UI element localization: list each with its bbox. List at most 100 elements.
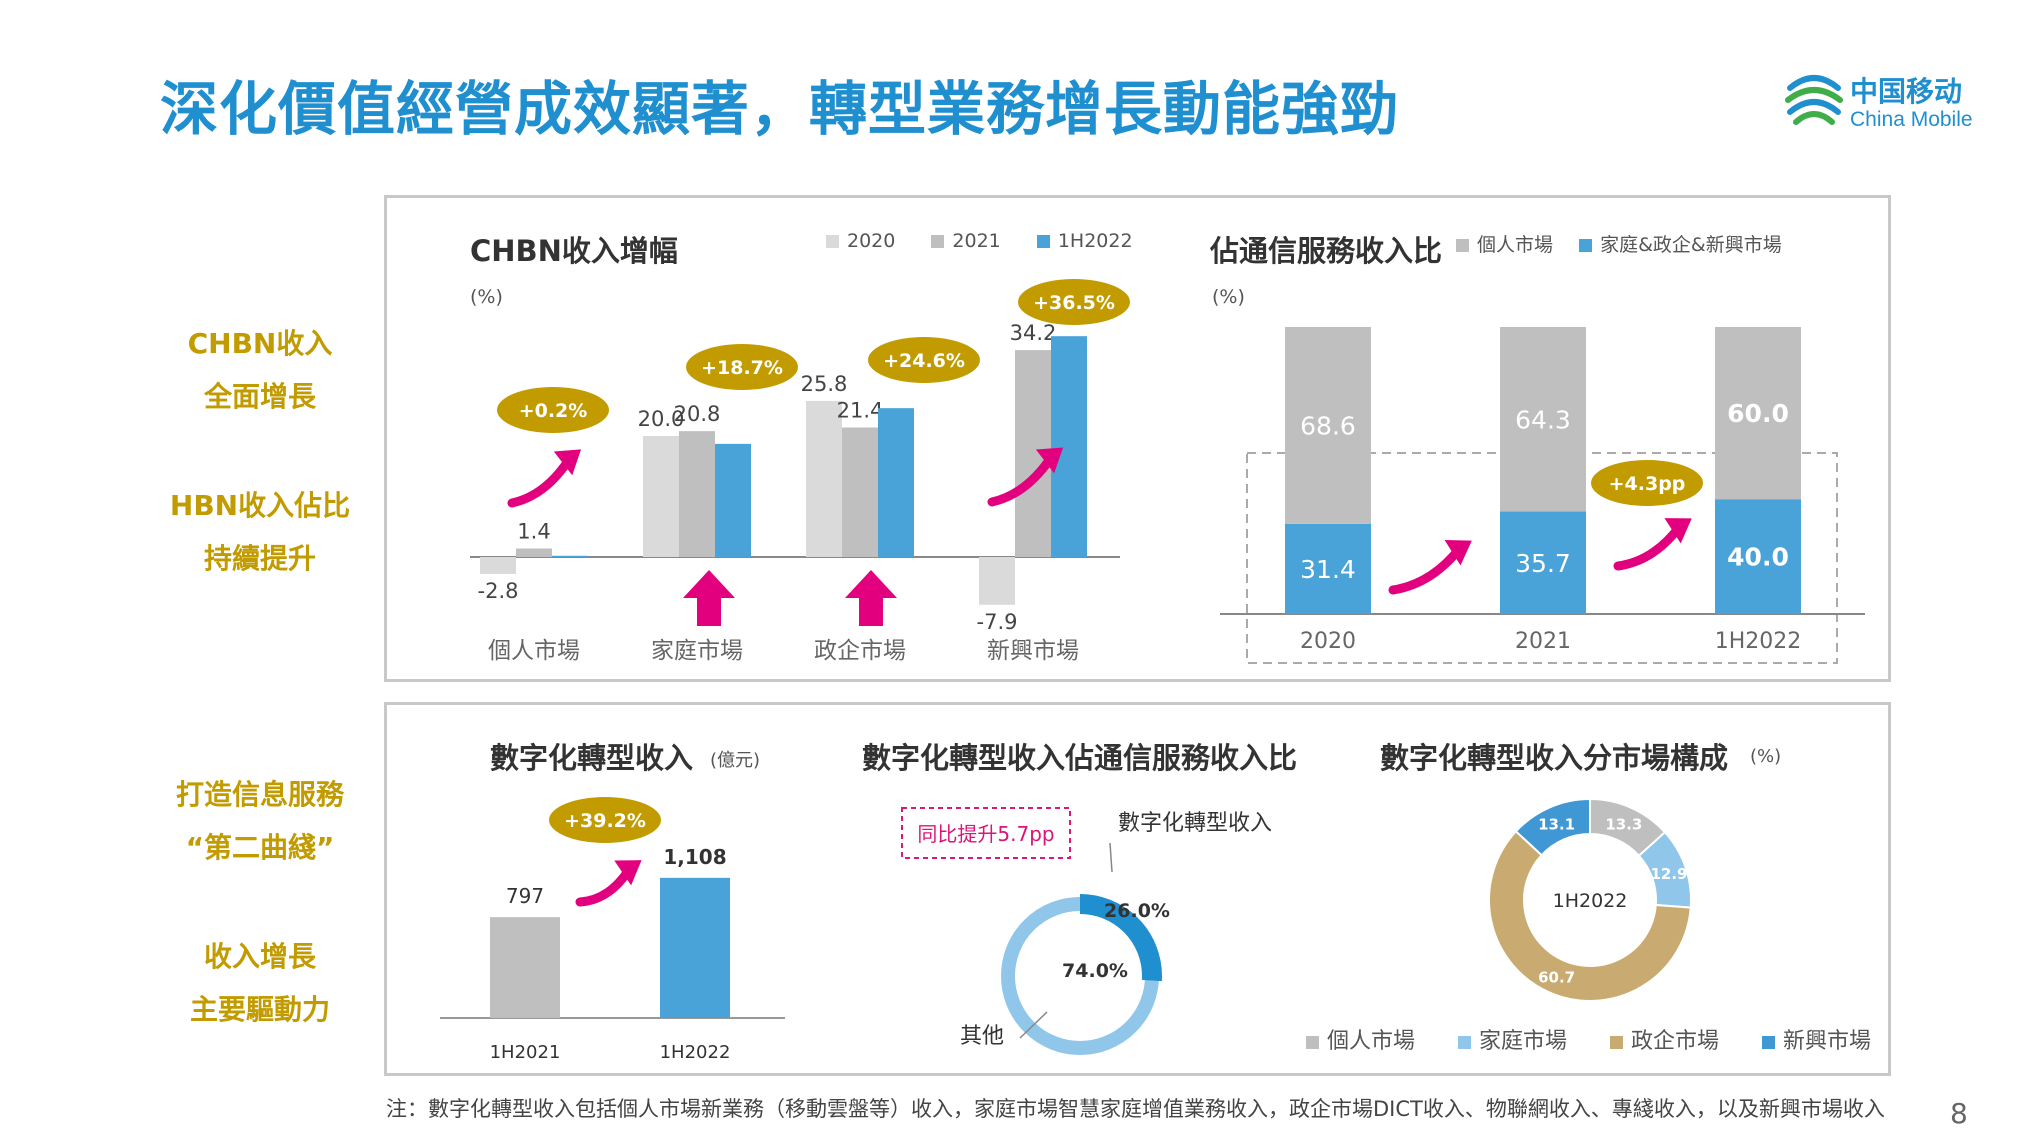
chart5-legend: 個人市場 家庭市場 政企市場 新興市場 — [1306, 1023, 1871, 1055]
legend-2020-swatch — [826, 235, 839, 248]
badge-new-bg — [1018, 279, 1130, 325]
bar-label-1-0: 20.0 — [638, 407, 685, 431]
badge-home-bg — [686, 344, 798, 390]
stack-0-1 — [1285, 327, 1371, 524]
arrow-up-gov — [845, 570, 897, 626]
chart4-title: 數字化轉型收入佔通信服務收入比 — [862, 741, 1298, 775]
digital-bar-0 — [490, 917, 560, 1018]
bar-label-1-1: 20.8 — [674, 402, 721, 426]
stack-1-0 — [1500, 511, 1586, 614]
digital-bar-label-0: 797 — [506, 884, 544, 908]
bar-label-0-1: 1.4 — [517, 520, 550, 544]
stack-label-2-1: 60.0 — [1727, 399, 1789, 428]
legend-c5-gov-swatch — [1610, 1035, 1624, 1049]
chart3-title: 數字化轉型收入 — [490, 741, 694, 775]
chart2-legend: 個人市場 家庭&政企&新興市場 — [1456, 230, 1782, 257]
arrow-digital-shaft — [575, 863, 635, 907]
arrow-share-1-head — [1444, 539, 1472, 566]
legend-c5-home-swatch — [1458, 1035, 1472, 1049]
digital-revenue-chart: 797 1H2021 1,108 1H2022 +39.2% — [440, 797, 785, 1063]
page-title: 深化價值經營成效顯著，轉型業務增長動能強勁 — [160, 75, 1400, 143]
sidebar-hbn-1: HBN收入佔比 — [169, 489, 351, 522]
logo-icon — [1785, 75, 1843, 125]
stack-2-1 — [1715, 327, 1801, 500]
donut-other-leader — [1019, 1011, 1048, 1039]
callout-text: 同比提升5.7pp — [917, 822, 1054, 846]
bar-0-1 — [516, 548, 552, 557]
donut-digital-name: 數字化轉型收入 — [1118, 811, 1272, 836]
chart1-title: CHBN收入增幅 — [470, 234, 678, 268]
bar-label-3-0: -7.9 — [977, 610, 1018, 634]
chart1-cat-2: 政企市場 — [814, 638, 906, 664]
sidebar-chbn-2: 全面增長 — [203, 380, 316, 413]
bar-label-2-1: 21.4 — [837, 399, 884, 423]
chart3-unit: (億元) — [710, 750, 761, 771]
logo-en-text: China Mobile — [1850, 108, 1973, 131]
arrow-share-2-head — [1664, 518, 1692, 544]
composition-label-2: 60.7 — [1538, 969, 1575, 987]
bar-2-1 — [842, 427, 878, 557]
chart5-unit: (%) — [1750, 746, 1782, 767]
arrow-personal-head — [553, 449, 582, 476]
bar-2-0 — [806, 400, 842, 557]
badge-share: +4.3pp — [1609, 473, 1686, 495]
bar-label-0-0: -2.8 — [478, 579, 519, 603]
revenue-share-chart: 31.4 68.6 2020 35.7 64.3 2021 40.0 60.0 1H2022 +4… — [1220, 327, 1865, 664]
badge-gov: +24.6% — [883, 350, 965, 372]
bar-0-2 — [552, 555, 588, 557]
arrow-share-2-shaft — [1613, 521, 1685, 571]
chart2-dashed-box — [1246, 452, 1838, 664]
chart2-cat-2: 1H2022 — [1715, 629, 1802, 654]
composition-slice-2 — [1488, 829, 1692, 1002]
legend-1h2022-label: 1H2022 — [1057, 230, 1133, 252]
badge-digital-bg — [549, 797, 661, 843]
arrow-new-head — [1035, 447, 1064, 474]
donut-digital-value: 26.0% — [1104, 900, 1170, 922]
digital-bar-label-1: 1,108 — [663, 845, 726, 869]
bar-1-0 — [643, 436, 679, 557]
legend-c5-personal: 個人市場 — [1327, 1029, 1416, 1054]
stack-label-1-0: 35.7 — [1515, 549, 1571, 578]
chart1-cat-3: 新興市場 — [987, 638, 1079, 664]
legend-personal-label: 個人市場 — [1477, 234, 1554, 256]
badge-personal-bg — [497, 387, 609, 433]
badge-share-bg — [1591, 460, 1703, 506]
composition-center-label: 1H2022 — [1553, 890, 1628, 912]
legend-hbn-label: 家庭&政企&新興市場 — [1600, 234, 1782, 256]
china-mobile-logo: 中国移动 China Mobile — [1782, 64, 2002, 144]
chart1-legend: 2020 2021 1H2022 — [826, 230, 1133, 252]
bottom-panel — [384, 702, 1891, 1076]
legend-c5-home: 家庭市場 — [1479, 1029, 1568, 1054]
digital-bar-1 — [660, 877, 730, 1018]
page-number: 8 — [1950, 1097, 1968, 1130]
bar-3-0 — [979, 557, 1015, 605]
legend-personal-swatch — [1456, 239, 1469, 252]
sidebar-growth-1: 收入增長 — [203, 940, 316, 973]
composition-label-1: 12.9 — [1650, 865, 1687, 883]
bar-1-2 — [715, 443, 751, 557]
logo-cn-text: 中国移动 — [1850, 75, 1963, 108]
badge-digital: +39.2% — [564, 810, 646, 832]
arrow-personal-shaft — [507, 453, 575, 508]
arrow-up-home — [683, 570, 735, 626]
donut-other-name: 其他 — [960, 1024, 1004, 1049]
stack-1-1 — [1500, 327, 1586, 512]
sidebar-info-2: “第二曲綫” — [185, 831, 335, 864]
donut-digital-leader — [1109, 842, 1113, 873]
arrow-digital-head — [614, 860, 642, 886]
chart1-cat-1: 家庭市場 — [651, 638, 743, 664]
stack-label-0-0: 31.4 — [1300, 555, 1356, 584]
legend-c5-personal-swatch — [1306, 1035, 1319, 1049]
badge-gov-bg — [868, 337, 980, 383]
legend-2020-label: 2020 — [847, 230, 896, 252]
legend-1h2022-swatch — [1036, 235, 1050, 248]
legend-c5-new-swatch — [1762, 1035, 1776, 1049]
composition-slice-3 — [1514, 797, 1591, 857]
chart2-cat-1: 2021 — [1515, 629, 1571, 654]
legend-c5-gov: 政企市場 — [1631, 1029, 1720, 1054]
chart5-title: 數字化轉型收入分市場構成 — [1380, 741, 1729, 775]
legend-c5-new: 新興市場 — [1783, 1029, 1872, 1054]
chart2-title: 佔通信服務收入比 — [1210, 234, 1443, 268]
arrow-share-1-shaft — [1388, 543, 1465, 595]
